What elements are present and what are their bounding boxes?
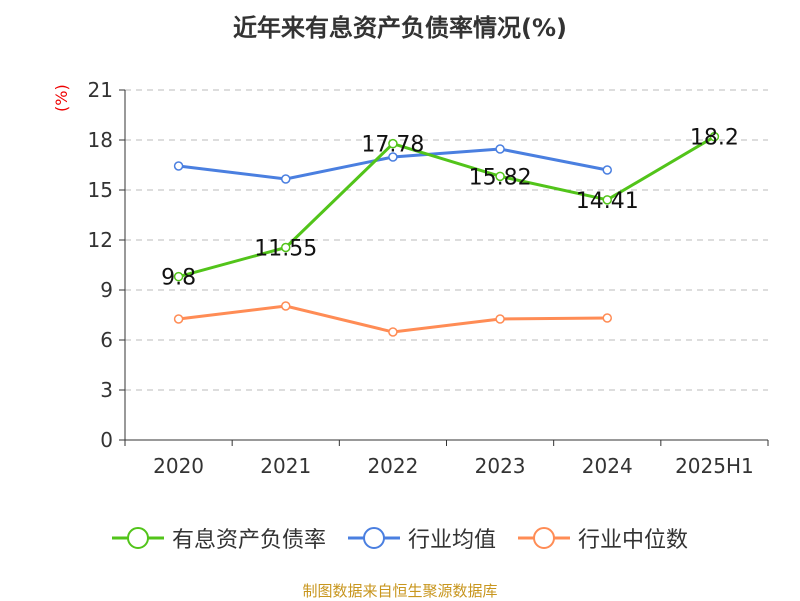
legend-label: 行业中位数 [578, 528, 689, 553]
data-label: 11.55 [254, 237, 317, 262]
data-label: 17.78 [361, 133, 424, 158]
data-point [173, 161, 184, 171]
x-tick-label: 2025H1 [675, 454, 754, 478]
x-tick-label: 2021 [260, 454, 311, 478]
legend: 有息资产负债率 行业均值 行业中位数 [0, 522, 800, 554]
legend-item[interactable]: 行业中位数 [518, 522, 688, 554]
data-point [495, 171, 505, 182]
source-note: 制图数据来自恒生聚源数据库 [302, 582, 498, 600]
data-point [281, 301, 291, 311]
data-point [388, 152, 398, 162]
data-point [602, 195, 612, 205]
y-tick-label: 6 [100, 328, 113, 352]
data-point [495, 314, 505, 324]
legend-marker-icon [347, 527, 400, 549]
data-label: 15.82 [469, 165, 532, 190]
x-tick-label: 2022 [367, 454, 418, 478]
x-tick-label: 2020 [153, 454, 204, 478]
data-point [602, 313, 612, 323]
series-line-0 [178, 135, 716, 279]
legend-item[interactable]: 有息资产负债率 [111, 522, 326, 554]
data-point [709, 131, 720, 142]
data-point [173, 271, 184, 282]
y-tick-label: 21 [88, 78, 113, 102]
y-tick-label: 9 [100, 278, 113, 302]
data-point [388, 327, 398, 337]
data-point [495, 144, 505, 154]
data-label: 14.41 [576, 189, 639, 214]
data-point [602, 165, 612, 175]
data-point [173, 314, 184, 324]
data-label: 18.2 [690, 126, 739, 151]
legend-label: 有息资产负债率 [171, 528, 326, 553]
y-tick-label: 0 [100, 428, 113, 452]
chart-title: 近年来有息资产负债率情况(%) [233, 14, 567, 42]
x-tick-label: 2023 [475, 454, 526, 478]
data-label: 9.8 [161, 266, 196, 291]
y-tick-label: 15 [88, 178, 113, 202]
data-point [388, 138, 398, 149]
data-point [281, 174, 291, 184]
legend-label: 行业均值 [407, 528, 496, 553]
x-tick-label: 2024 [582, 454, 633, 478]
y-tick-label: 12 [88, 228, 113, 252]
legend-marker-icon [518, 527, 570, 549]
legend-item[interactable]: 行业均值 [347, 522, 496, 554]
y-tick-label: 3 [100, 378, 113, 402]
data-point [281, 242, 291, 253]
y-tick-label: 18 [88, 128, 113, 152]
legend-marker-icon [111, 527, 164, 549]
